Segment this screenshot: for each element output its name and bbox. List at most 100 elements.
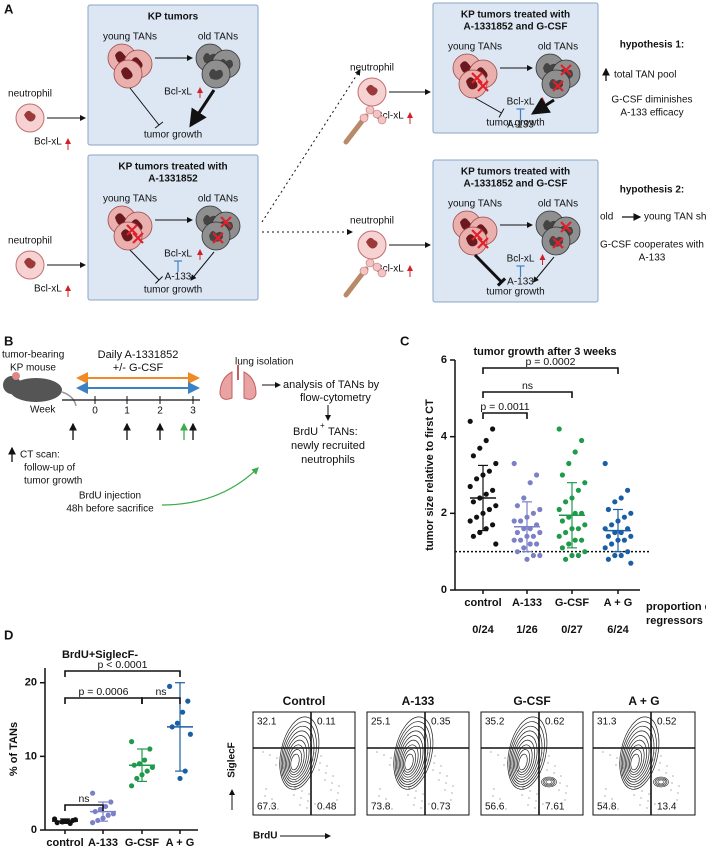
scenario-title: KP tumors treated with — [461, 10, 570, 21]
progenitor — [372, 109, 382, 119]
young-label: young TANs — [103, 32, 157, 43]
data-point — [605, 533, 612, 539]
data-point — [511, 460, 517, 467]
data-point — [511, 518, 517, 524]
old-label: old TANs — [538, 42, 578, 53]
panel-label: C — [400, 333, 410, 348]
event — [628, 777, 630, 779]
factor: Bcl-xL — [164, 87, 192, 98]
data-point — [575, 552, 582, 559]
data-point — [556, 533, 562, 539]
event — [658, 769, 660, 771]
quadrant-value: 32.1 — [257, 717, 277, 728]
event — [616, 757, 618, 759]
event — [660, 755, 662, 757]
data-point — [187, 731, 193, 737]
week-tick: 0 — [92, 406, 98, 417]
event — [676, 799, 678, 801]
inhibit-bar — [496, 277, 507, 287]
data-point — [97, 806, 103, 812]
event — [565, 792, 567, 794]
quadrant-value: 7.61 — [545, 802, 565, 813]
event — [283, 760, 285, 762]
event — [265, 788, 267, 790]
event — [623, 760, 625, 762]
event — [428, 803, 430, 805]
data-point — [174, 720, 180, 726]
event — [535, 800, 537, 802]
hypothesis-conclusion: A-133 — [639, 253, 666, 264]
event — [497, 754, 499, 756]
inhibit — [129, 87, 160, 126]
event — [324, 779, 326, 781]
event — [391, 808, 393, 810]
growth: tumor growth — [486, 287, 544, 298]
data-point — [534, 472, 540, 478]
x-tick-label: control — [46, 837, 83, 849]
x-tick-label: control — [464, 597, 501, 609]
event — [672, 775, 674, 777]
progenitor — [372, 262, 382, 272]
contour — [282, 725, 315, 785]
data-point — [618, 552, 624, 559]
panel-label: B — [4, 333, 13, 348]
data-point — [556, 506, 562, 513]
hypothesis-effect: total TAN pool — [614, 70, 676, 81]
hypothesis-conclusion: A-133 efficacy — [620, 108, 683, 119]
event — [396, 767, 398, 769]
event — [444, 789, 446, 791]
flow-frame — [366, 711, 470, 816]
contour — [626, 739, 647, 778]
x-tick-label: A + G — [604, 597, 633, 609]
progenitor — [377, 115, 387, 125]
event — [678, 785, 680, 787]
event — [671, 782, 673, 784]
event — [542, 803, 544, 805]
event — [445, 782, 447, 784]
scenario-box — [432, 159, 599, 303]
analysis: analysis of TANs by — [283, 379, 380, 391]
data-point — [537, 529, 543, 536]
event — [604, 795, 606, 797]
data-point — [180, 709, 186, 715]
event — [379, 788, 381, 790]
data-point — [569, 552, 575, 559]
data-point — [579, 537, 585, 543]
event — [653, 752, 655, 754]
inhibit-bar — [498, 108, 505, 118]
event — [300, 797, 302, 799]
quadrant-value: 0.62 — [545, 717, 565, 728]
data-point — [483, 437, 489, 444]
contour — [620, 721, 657, 788]
data-point — [621, 537, 628, 543]
lung — [243, 371, 257, 400]
event — [446, 775, 448, 777]
data-point — [609, 522, 615, 528]
event — [270, 805, 272, 807]
data-point — [486, 468, 492, 474]
nucleus — [366, 237, 378, 249]
event — [527, 804, 529, 806]
chart-title: BrdU+SiglecF- — [62, 649, 138, 661]
event — [677, 792, 679, 794]
x-tick-label: G-CSF — [555, 597, 590, 609]
neutrophil-label: neutrophil — [350, 216, 394, 227]
footer-label: proportion of — [646, 601, 706, 613]
data-point — [493, 541, 499, 547]
event — [522, 787, 524, 789]
event — [647, 800, 649, 802]
event — [295, 780, 297, 782]
event — [262, 751, 264, 753]
data-point — [563, 529, 569, 536]
x-tick-label: A + G — [166, 837, 195, 849]
flow-frame — [252, 711, 356, 816]
progenitor — [359, 113, 369, 123]
inhibit — [473, 253, 503, 284]
growth: tumor growth — [144, 130, 202, 141]
data-point — [579, 437, 585, 444]
event — [529, 790, 531, 792]
ct-note: tumor growth — [24, 476, 82, 487]
event — [541, 752, 543, 754]
event — [564, 799, 566, 801]
x-mark — [220, 216, 232, 228]
